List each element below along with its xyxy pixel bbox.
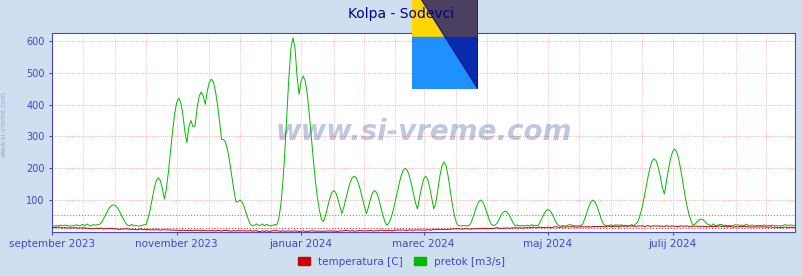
Bar bbox=[412, 37, 477, 89]
Text: Kolpa - Sodevci: Kolpa - Sodevci bbox=[348, 7, 454, 21]
Legend: temperatura [C], pretok [m3/s]: temperatura [C], pretok [m3/s] bbox=[293, 253, 509, 271]
Bar bbox=[412, 0, 477, 37]
Text: www.si-vreme.com: www.si-vreme.com bbox=[275, 118, 571, 147]
Polygon shape bbox=[412, 0, 477, 89]
Text: www.si-vreme.com: www.si-vreme.com bbox=[0, 91, 6, 157]
